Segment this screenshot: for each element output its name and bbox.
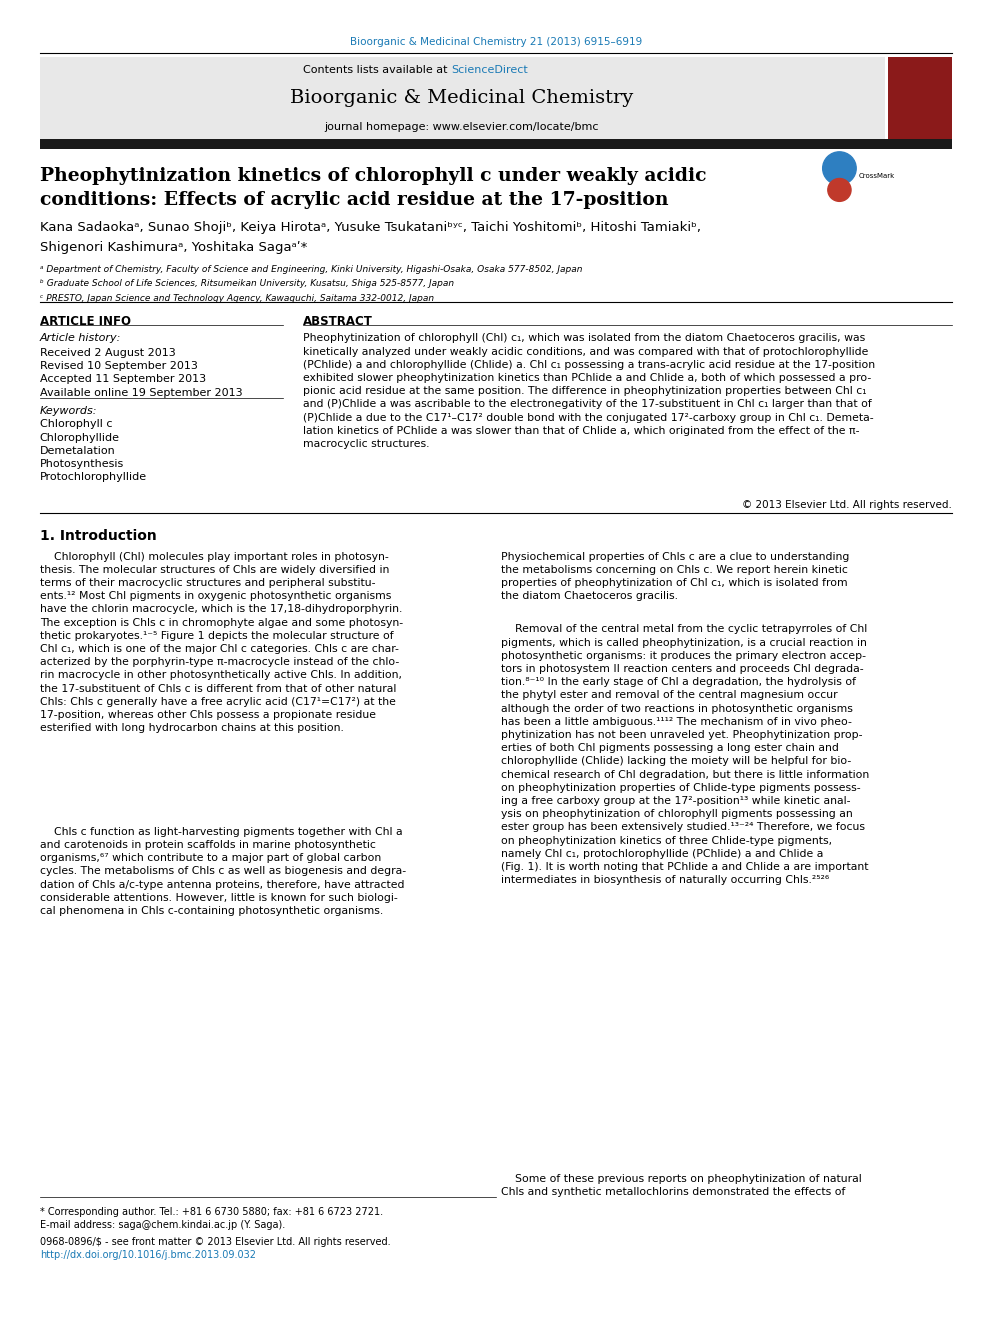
Circle shape [822,152,856,185]
Text: Accepted 11 September 2013: Accepted 11 September 2013 [40,374,205,385]
Text: Article history:: Article history: [40,333,121,344]
Text: Received 2 August 2013: Received 2 August 2013 [40,348,176,359]
Text: Shigenori Kashimuraᵃ, Yoshitaka Sagaᵃʹ*: Shigenori Kashimuraᵃ, Yoshitaka Sagaᵃʹ* [40,241,308,254]
Text: journal homepage: www.elsevier.com/locate/bmc: journal homepage: www.elsevier.com/locat… [324,122,598,132]
Text: Chls c function as light-harvesting pigments together with Chl a
and carotenoids: Chls c function as light-harvesting pigm… [40,827,406,916]
Text: Available online 19 September 2013: Available online 19 September 2013 [40,388,242,398]
Text: Some of these previous reports on pheophytinization of natural
Chls and syntheti: Some of these previous reports on pheoph… [501,1174,862,1197]
Text: Chlorophyll c: Chlorophyll c [40,419,112,430]
Text: Keywords:: Keywords: [40,406,97,417]
Text: Pheophytinization of chlorophyll (Chl) c₁, which was isolated from the diatom Ch: Pheophytinization of chlorophyll (Chl) c… [303,333,875,448]
Text: ᵇ Graduate School of Life Sciences, Ritsumeikan University, Kusatsu, Shiga 525-8: ᵇ Graduate School of Life Sciences, Rits… [40,279,453,288]
Text: Bioorganic & Medicinal Chemistry 21 (2013) 6915–6919: Bioorganic & Medicinal Chemistry 21 (201… [350,37,642,48]
Text: ABSTRACT: ABSTRACT [303,315,372,328]
Text: E-mail address: saga@chem.kindai.ac.jp (Y. Saga).: E-mail address: saga@chem.kindai.ac.jp (… [40,1220,285,1230]
Text: Kana Sadaokaᵃ, Sunao Shojiᵇ, Keiya Hirotaᵃ, Yusuke Tsukataniᵇʸᶜ, Taichi Yoshitom: Kana Sadaokaᵃ, Sunao Shojiᵇ, Keiya Hirot… [40,221,700,234]
Text: 1. Introduction: 1. Introduction [40,529,157,544]
Text: Demetalation: Demetalation [40,446,115,456]
Text: Contents lists available at: Contents lists available at [304,65,451,75]
Text: Bioorganic & Medicinal Chemistry: Bioorganic & Medicinal Chemistry [290,89,633,107]
Text: ARTICLE INFO: ARTICLE INFO [40,315,131,328]
Text: ScienceDirect: ScienceDirect [451,65,528,75]
Text: Revised 10 September 2013: Revised 10 September 2013 [40,361,197,372]
Text: Protochlorophyllide: Protochlorophyllide [40,472,147,483]
Circle shape [827,179,851,201]
Text: Chlorophyll (Chl) molecules play important roles in photosyn-
thesis. The molecu: Chlorophyll (Chl) molecules play importa… [40,552,403,733]
FancyBboxPatch shape [58,99,66,118]
Text: © 2013 Elsevier Ltd. All rights reserved.: © 2013 Elsevier Ltd. All rights reserved… [742,500,952,511]
Text: Physiochemical properties of Chls c are a clue to understanding
the metabolisms : Physiochemical properties of Chls c are … [501,552,849,601]
Text: ELSEVIER: ELSEVIER [85,106,134,115]
Text: 0968-0896/$ - see front matter © 2013 Elsevier Ltd. All rights reserved.: 0968-0896/$ - see front matter © 2013 El… [40,1237,390,1248]
Text: Pheophytinization kinetics of chlorophyll c under weakly acidic: Pheophytinization kinetics of chlorophyl… [40,167,706,185]
Text: Chlorophyllide: Chlorophyllide [40,433,120,443]
Text: * Corresponding author. Tel.: +81 6 6730 5880; fax: +81 6 6723 2721.: * Corresponding author. Tel.: +81 6 6730… [40,1207,383,1217]
Text: ᵃ Department of Chemistry, Faculty of Science and Engineering, Kinki University,: ᵃ Department of Chemistry, Faculty of Sc… [40,265,582,274]
Text: http://dx.doi.org/10.1016/j.bmc.2013.09.032: http://dx.doi.org/10.1016/j.bmc.2013.09.… [40,1250,256,1261]
Ellipse shape [47,66,77,99]
Text: Photosynthesis: Photosynthesis [40,459,124,470]
Text: conditions: Effects of acrylic acid residue at the 17-position: conditions: Effects of acrylic acid resi… [40,191,669,209]
Text: ᶜ PRESTO, Japan Science and Technology Agency, Kawaguchi, Saitama 332-0012, Japa: ᶜ PRESTO, Japan Science and Technology A… [40,294,434,303]
Text: Removal of the central metal from the cyclic tetrapyrroles of Chl
pigments, whic: Removal of the central metal from the cy… [501,624,869,885]
Text: CrossMark: CrossMark [859,173,895,179]
